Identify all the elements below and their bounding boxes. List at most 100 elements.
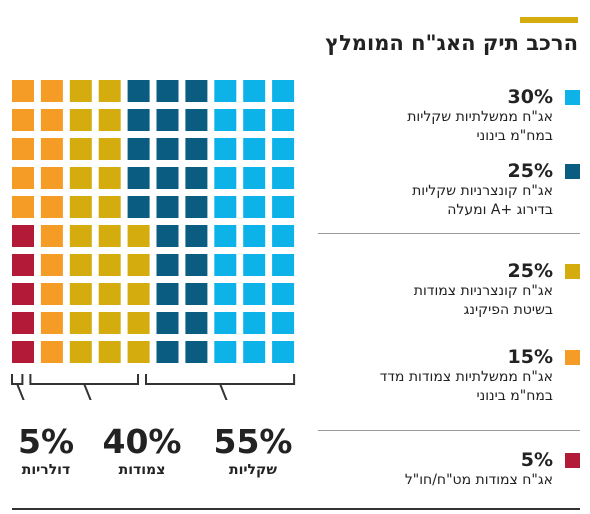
legend-pct: 15%	[507, 346, 553, 368]
waffle-cell	[40, 167, 63, 189]
waffle-cell	[98, 109, 121, 131]
legend-swatch	[565, 90, 580, 105]
legend-separator	[318, 233, 580, 234]
waffle-cell	[98, 196, 121, 218]
legend-separator	[318, 430, 580, 431]
waffle-cell	[98, 225, 121, 247]
waffle-cell	[214, 254, 237, 276]
waffle-cell	[40, 109, 63, 131]
group-name-dollar: דולריות	[21, 462, 71, 478]
waffle-cell	[214, 80, 237, 102]
waffle-cell	[272, 80, 295, 102]
waffle-cell	[127, 80, 150, 102]
waffle-cell	[40, 283, 63, 305]
bracket-dollar	[11, 374, 24, 385]
waffle-cell	[40, 138, 63, 160]
waffle-cell	[214, 196, 237, 218]
waffle-cell	[214, 109, 237, 131]
legend-pct: 25%	[507, 160, 553, 182]
waffle-cell	[243, 312, 266, 334]
waffle-cell	[156, 283, 179, 305]
group-name-shekel: שקליות	[229, 462, 277, 478]
waffle-cell	[69, 167, 92, 189]
waffle-cell	[12, 341, 34, 363]
waffle-cell	[127, 341, 150, 363]
waffle-cell	[156, 254, 179, 276]
waffle-cell	[98, 283, 121, 305]
waffle-cell	[185, 80, 208, 102]
waffle-cell	[272, 138, 295, 160]
waffle-cell	[272, 225, 295, 247]
waffle-cell	[98, 167, 121, 189]
bracket-linked-pointer	[83, 383, 92, 400]
waffle-cell	[12, 138, 34, 160]
waffle-cell	[127, 109, 150, 131]
legend-item-corp-shekel: 25% אג"ח קונצרניות שקליות בדירוג +A ומעל…	[310, 160, 580, 220]
waffle-cell	[98, 312, 121, 334]
waffle-cell	[40, 341, 63, 363]
legend-label-line1: אג"ח קונצרניות צמודות	[413, 283, 553, 299]
waffle-cell	[40, 80, 63, 102]
group-pct-shekel: 55%	[213, 422, 293, 461]
waffle-cell	[98, 254, 121, 276]
legend-swatch	[565, 350, 580, 365]
waffle-chart	[11, 80, 296, 400]
waffle-cell	[98, 341, 121, 363]
waffle-cell	[214, 138, 237, 160]
waffle-cell	[69, 196, 92, 218]
waffle-cell	[12, 196, 34, 218]
waffle-cell	[156, 341, 179, 363]
waffle-cell	[127, 283, 150, 305]
waffle-cell	[272, 254, 295, 276]
waffle-cell	[12, 225, 34, 247]
waffle-cell	[69, 80, 92, 102]
waffle-cell	[214, 167, 237, 189]
waffle-cell	[40, 196, 63, 218]
waffle-cell	[12, 167, 34, 189]
waffle-cell	[156, 167, 179, 189]
waffle-cell	[272, 312, 295, 334]
waffle-cell	[243, 225, 266, 247]
waffle-cell	[69, 341, 92, 363]
waffle-cell	[12, 254, 34, 276]
waffle-cell	[127, 254, 150, 276]
waffle-cell	[12, 109, 34, 131]
legend-label-line2: במח"מ בינוני	[476, 128, 553, 144]
waffle-cell	[243, 254, 266, 276]
waffle-cell	[185, 254, 208, 276]
legend-swatch	[565, 453, 580, 468]
legend-item-corp-linked: 25% אג"ח קונצרניות צמודות בשיטת הפיקינג	[310, 260, 580, 320]
waffle-cell	[127, 312, 150, 334]
waffle-cell	[156, 225, 179, 247]
waffle-cell	[127, 138, 150, 160]
waffle-cell	[156, 312, 179, 334]
waffle-cell	[272, 109, 295, 131]
waffle-cell	[243, 341, 266, 363]
bracket-dollar-pointer	[16, 383, 25, 400]
bracket-shekel	[145, 374, 296, 385]
waffle-cell	[272, 196, 295, 218]
waffle-cell	[243, 80, 266, 102]
accent-bar	[520, 17, 578, 23]
waffle-cell	[156, 138, 179, 160]
waffle-cell	[243, 167, 266, 189]
waffle-cell	[214, 312, 237, 334]
waffle-cell	[69, 312, 92, 334]
waffle-cell	[185, 138, 208, 160]
waffle-cell	[185, 196, 208, 218]
waffle-cell	[127, 167, 150, 189]
waffle-cell	[40, 312, 63, 334]
waffle-cell	[69, 138, 92, 160]
waffle-cell	[185, 341, 208, 363]
waffle-cell	[69, 109, 92, 131]
waffle-cell	[69, 225, 92, 247]
waffle-cell	[272, 341, 295, 363]
waffle-cell	[40, 225, 63, 247]
waffle-cell	[185, 312, 208, 334]
waffle-cell	[156, 80, 179, 102]
legend-pct: 30%	[507, 86, 553, 108]
waffle-cell	[214, 283, 237, 305]
waffle-cell	[40, 254, 63, 276]
waffle-cell	[185, 225, 208, 247]
waffle-cell	[272, 283, 295, 305]
